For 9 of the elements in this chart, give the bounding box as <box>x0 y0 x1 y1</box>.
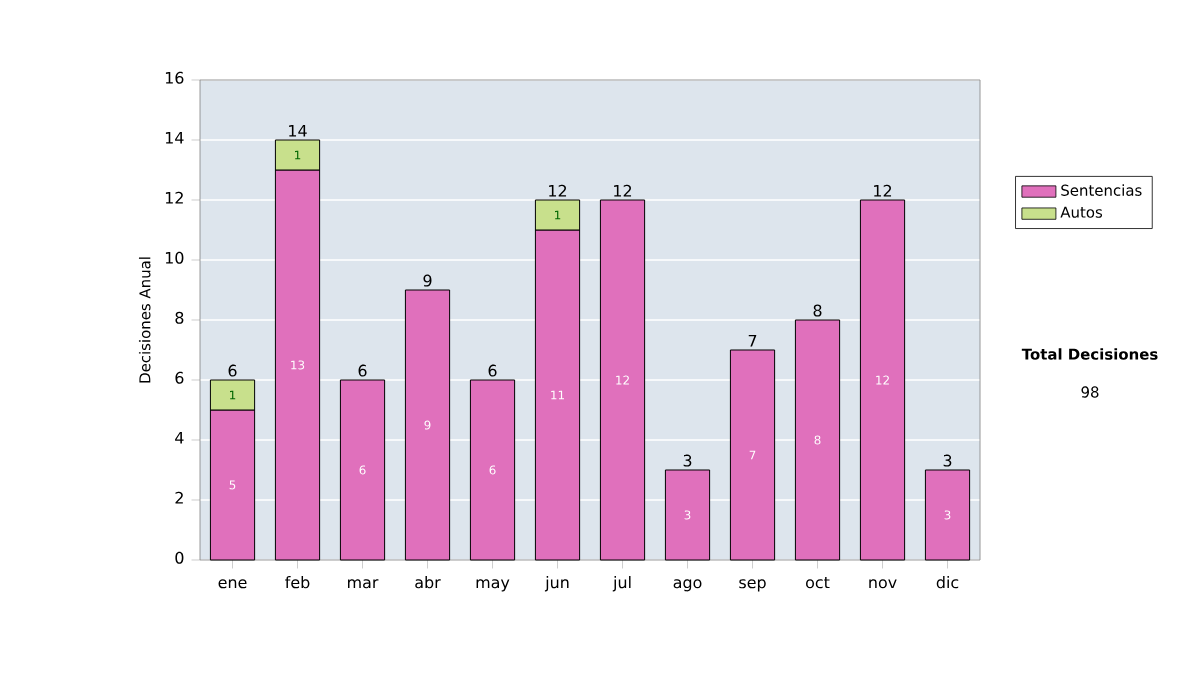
bar <box>664 469 711 561</box>
bar <box>404 289 451 561</box>
bar <box>794 319 841 561</box>
bar <box>469 379 516 561</box>
bar <box>729 349 776 561</box>
bar <box>339 379 386 561</box>
bar <box>924 469 971 561</box>
bar <box>599 199 646 561</box>
bar <box>859 199 906 561</box>
